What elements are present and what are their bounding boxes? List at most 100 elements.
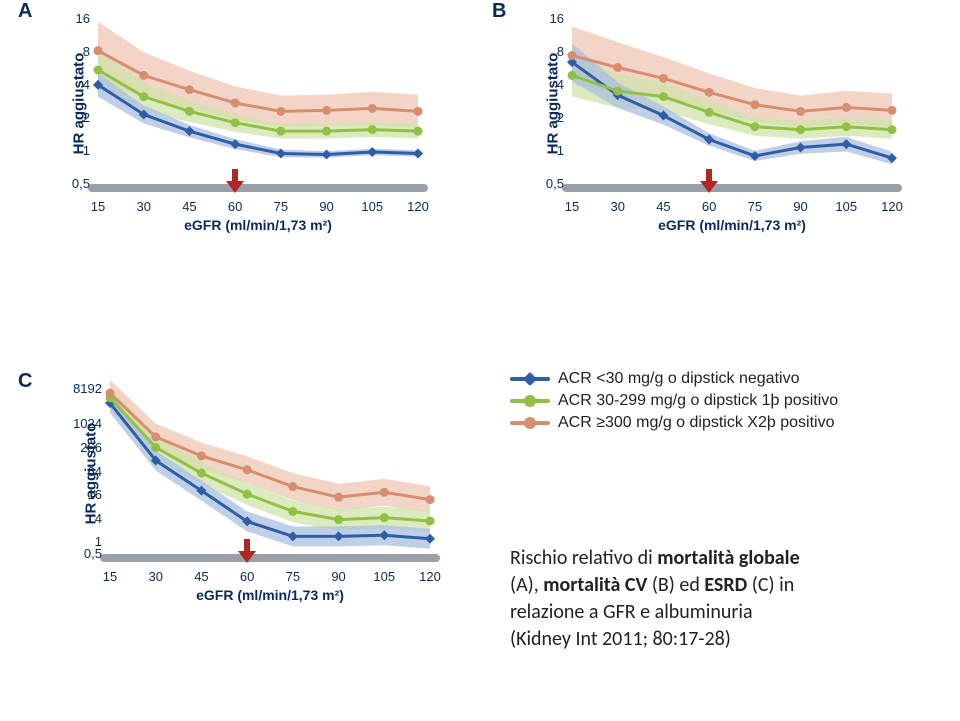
marker-orange — [380, 488, 389, 497]
marker-orange — [842, 103, 851, 112]
panel-B: B0,5124816153045607590105120HR aggiustat… — [492, 0, 922, 250]
marker-green — [276, 127, 285, 136]
arrow-icon — [700, 169, 718, 195]
marker-green — [231, 118, 240, 127]
xtick: 45 — [171, 199, 207, 214]
marker-green — [426, 516, 435, 525]
xtick: 15 — [80, 199, 116, 214]
xtick: 75 — [275, 569, 311, 584]
marker-orange — [322, 106, 331, 115]
marker-orange — [151, 432, 160, 441]
caption-text: Rischio relativo di — [510, 546, 657, 570]
ytick: 0,5 — [40, 176, 90, 191]
marker-orange — [368, 104, 377, 113]
marker-blue — [413, 148, 423, 158]
marker-green — [94, 65, 103, 74]
xtick: 60 — [691, 199, 727, 214]
caption-text: (C) in — [747, 573, 794, 597]
ylabel: HR aggiustato — [70, 52, 87, 154]
arrow-icon — [226, 169, 244, 195]
marker-green — [842, 122, 851, 131]
xtick: 45 — [645, 199, 681, 214]
caption-text: (A), — [510, 573, 543, 597]
ytick: 0,5 — [514, 176, 564, 191]
caption-text: relazione a GFR e albuminuria — [510, 600, 753, 624]
marker-orange — [106, 389, 115, 398]
legend-label: ACR ≥300 mg/g o dipstick X2þ positivo — [558, 414, 834, 432]
xlabel: eGFR (ml/min/1,73 m²) — [98, 217, 418, 233]
marker-orange — [276, 107, 285, 116]
marker-orange — [139, 71, 148, 80]
xtick: 90 — [321, 569, 357, 584]
caption-text: (Kidney Int 2011; 80:17-28) — [510, 627, 731, 651]
marker-orange — [796, 107, 805, 116]
xtick: 105 — [828, 199, 864, 214]
xtick: 90 — [783, 199, 819, 214]
marker-green — [568, 71, 577, 80]
xtick: 60 — [229, 569, 265, 584]
xtick: 30 — [138, 569, 174, 584]
xtick: 60 — [217, 199, 253, 214]
legend: ACR <30 mg/g o dipstick negativo ACR 30-2… — [510, 370, 838, 436]
marker-orange — [94, 46, 103, 55]
ylabel: HR aggiustato — [82, 422, 99, 524]
marker-orange — [414, 107, 423, 116]
xtick: 120 — [412, 569, 448, 584]
marker-green — [334, 515, 343, 524]
marker-green — [197, 469, 206, 478]
marker-green — [796, 125, 805, 134]
xtick: 120 — [874, 199, 910, 214]
xtick: 75 — [263, 199, 299, 214]
legend-item: ACR 30-299 mg/g o dipstick 1þ positivo — [510, 392, 838, 410]
ylabel: HR aggiustato — [544, 52, 561, 154]
marker-green — [243, 490, 252, 499]
marker-blue — [367, 147, 377, 157]
marker-green — [380, 513, 389, 522]
legend-label: ACR 30-299 mg/g o dipstick 1þ positivo — [558, 392, 838, 410]
marker-green — [288, 507, 297, 516]
marker-green — [750, 122, 759, 131]
marker-green — [888, 125, 897, 134]
marker-green — [185, 107, 194, 116]
xtick: 75 — [737, 199, 773, 214]
xtick: 15 — [92, 569, 128, 584]
marker-orange — [750, 100, 759, 109]
caption: Rischio relativo di mortalità globale (A)… — [510, 545, 940, 653]
xtick: 90 — [309, 199, 345, 214]
ytick: 16 — [514, 11, 564, 26]
ytick: 16 — [40, 11, 90, 26]
xlabel: eGFR (ml/min/1,73 m²) — [110, 587, 430, 603]
marker-green — [705, 108, 714, 117]
caption-text: (B) ed — [647, 573, 704, 597]
marker-green — [151, 443, 160, 452]
ytick: 1 — [52, 534, 102, 549]
marker-orange — [288, 482, 297, 491]
marker-orange — [659, 74, 668, 83]
marker-green — [659, 92, 668, 101]
xtick: 15 — [554, 199, 590, 214]
caption-bold: mortalità globale — [657, 546, 799, 570]
marker-orange — [197, 451, 206, 460]
marker-orange — [888, 106, 897, 115]
ytick: 8192 — [52, 381, 102, 396]
marker-orange — [705, 88, 714, 97]
legend-item: ACR ≥300 mg/g o dipstick X2þ positivo — [510, 414, 838, 432]
marker-green — [613, 87, 622, 96]
panel-C: C0,514166425610248192153045607590105120H… — [18, 370, 448, 620]
legend-marker-icon — [510, 415, 550, 431]
xtick: 120 — [400, 199, 436, 214]
caption-bold: ESRD — [704, 573, 747, 597]
xlabel: eGFR (ml/min/1,73 m²) — [572, 217, 892, 233]
marker-green — [139, 92, 148, 101]
legend-label: ACR <30 mg/g o dipstick negativo — [558, 370, 799, 388]
xtick: 45 — [183, 569, 219, 584]
marker-orange — [185, 85, 194, 94]
xtick: 30 — [126, 199, 162, 214]
marker-orange — [426, 495, 435, 504]
caption-bold: mortalità CV — [543, 573, 647, 597]
marker-orange — [243, 465, 252, 474]
xtick: 30 — [600, 199, 636, 214]
legend-marker-icon — [510, 393, 550, 409]
arrow-icon — [238, 539, 256, 565]
marker-green — [368, 125, 377, 134]
